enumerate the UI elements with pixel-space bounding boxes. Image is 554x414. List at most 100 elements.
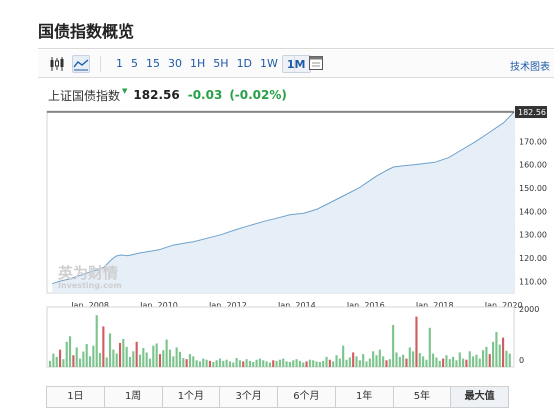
volume-bar — [415, 316, 418, 367]
volume-bar — [262, 360, 265, 367]
range-button-2[interactable]: 1个月 — [162, 387, 221, 407]
volume-bar — [362, 354, 365, 367]
volume-bar — [132, 351, 135, 367]
volume-bar — [275, 360, 278, 367]
volume-bar — [332, 361, 335, 367]
volume-bar — [238, 360, 241, 367]
toolbar-separator — [294, 56, 295, 72]
volume-bar — [135, 341, 138, 367]
volume-bar — [222, 360, 225, 367]
range-button-0[interactable]: 1日 — [47, 387, 105, 407]
candlestick-icon[interactable] — [48, 55, 66, 73]
volume-bar — [158, 354, 162, 367]
volume-bar — [108, 333, 112, 367]
period-button-1d[interactable]: 1D — [236, 57, 253, 70]
volume-bar — [482, 350, 485, 367]
index-name: 上证国债指数 — [48, 88, 121, 103]
period-button-1h[interactable]: 1H — [190, 57, 206, 70]
period-button-5h[interactable]: 5H — [213, 57, 229, 70]
volume-bar — [98, 353, 102, 367]
volume-bar — [165, 339, 168, 367]
volume-bar — [58, 349, 62, 367]
volume-bar — [145, 352, 148, 367]
volume-bar — [318, 361, 321, 367]
volume-bar — [465, 359, 468, 367]
volume-bar — [202, 358, 205, 367]
quote-header: 上证国债指数 ▼ 182.56 -0.03 (-0.02%) — [48, 86, 287, 104]
volume-bar — [178, 351, 182, 367]
range-button-5[interactable]: 1年 — [335, 387, 394, 407]
tech-chart-link[interactable]: 技术图表 — [510, 62, 550, 73]
volume-bar — [328, 359, 331, 367]
x-tick-label: Jan, 2010 — [139, 301, 178, 310]
volume-bar — [295, 359, 298, 367]
range-button-6[interactable]: 5年 — [393, 387, 452, 407]
volume-bar — [405, 358, 408, 367]
volume-bar — [162, 350, 165, 367]
volume-tick-label: 0 — [519, 356, 524, 365]
volume-bar — [125, 346, 128, 367]
title-divider — [38, 48, 554, 49]
period-button-1w[interactable]: 1W — [260, 57, 278, 70]
range-button-3[interactable]: 3个月 — [220, 387, 278, 407]
period-button-1[interactable]: 1 — [116, 57, 123, 70]
y-tick-label: 150.00 — [519, 184, 547, 193]
range-button-1[interactable]: 1周 — [104, 387, 163, 407]
y-tick-label: 170.00 — [519, 137, 547, 146]
volume-bar — [235, 358, 238, 367]
volume-bar — [148, 358, 152, 367]
volume-bar — [232, 362, 235, 367]
y-tick-label: 120.00 — [519, 254, 547, 263]
volume-bar — [435, 357, 438, 367]
volume-bar — [212, 361, 215, 367]
volume-bar — [245, 359, 248, 367]
volume-bar — [365, 361, 368, 367]
volume-bar — [375, 355, 378, 367]
volume-bar — [422, 356, 425, 367]
volume-bar — [175, 347, 178, 367]
volume-bar — [268, 362, 271, 367]
volume-bar — [105, 357, 108, 367]
volume-bar — [432, 353, 435, 367]
x-tick-label: Jan, 2020 — [484, 301, 523, 310]
volume-bar — [55, 356, 58, 367]
volume-bar — [448, 359, 451, 367]
page-title: 国债指数概览 — [38, 22, 135, 41]
volume-bar — [118, 342, 122, 367]
volume-bar — [258, 358, 261, 367]
volume-bar — [372, 351, 375, 367]
volume-bar — [138, 354, 142, 367]
price-chart[interactable]: 182.56 110.00 120.00 130.00 140.00 150.00 160.… — [0, 0, 554, 386]
volume-bar — [455, 360, 458, 367]
volume-bar — [418, 353, 421, 367]
volume-bar — [385, 360, 388, 367]
volume-bar — [392, 325, 395, 367]
range-button-7[interactable]: 最大值 — [451, 387, 508, 407]
period-button-30[interactable]: 30 — [168, 57, 182, 70]
volume-bar — [355, 356, 358, 367]
volume-bar — [248, 360, 251, 367]
volume-bar — [478, 358, 481, 367]
range-button-4[interactable]: 6个月 — [278, 387, 336, 407]
volume-bar — [325, 356, 328, 367]
volume-bar — [358, 360, 361, 367]
volume-bar — [252, 361, 255, 367]
volume-bar — [192, 356, 195, 367]
volume-bar — [228, 361, 231, 367]
volume-bar — [378, 349, 381, 367]
volume-bar — [265, 361, 268, 367]
period-button-5[interactable]: 5 — [131, 57, 138, 70]
x-tick-label: Jan, 2014 — [277, 301, 316, 310]
line-chart-icon[interactable] — [72, 55, 90, 73]
volume-bar — [255, 359, 258, 367]
volume-bar — [115, 353, 118, 367]
volume-bar — [488, 354, 491, 367]
volume-bar — [458, 352, 461, 367]
volume-bar — [68, 336, 72, 367]
volume-bar — [168, 349, 172, 367]
period-button-15[interactable]: 15 — [146, 57, 160, 70]
calendar-grid-icon[interactable] — [308, 55, 326, 73]
volume-bar — [215, 360, 218, 367]
volume-bar — [278, 359, 281, 367]
volume-bar — [352, 352, 355, 367]
